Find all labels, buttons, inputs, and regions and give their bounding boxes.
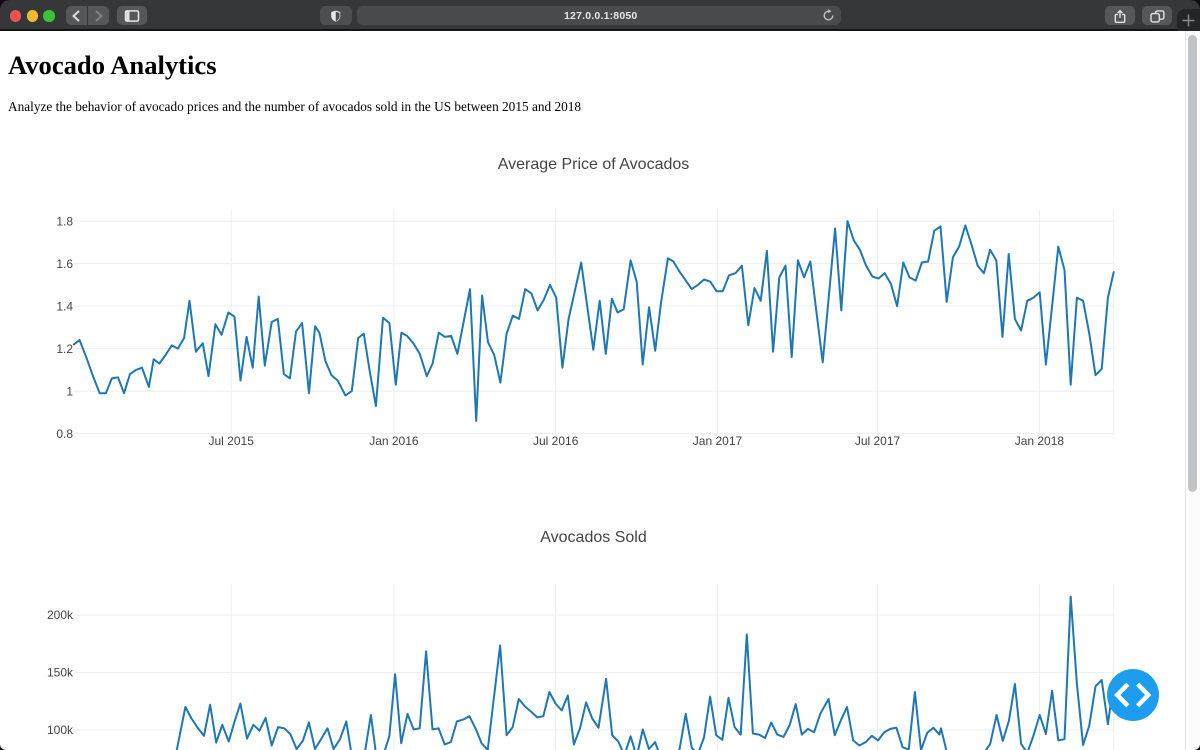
svg-text:1.8: 1.8 — [56, 214, 73, 228]
svg-text:Avocados Sold: Avocados Sold — [540, 529, 646, 546]
svg-text:150k: 150k — [47, 666, 74, 680]
svg-text:1.2: 1.2 — [56, 342, 73, 356]
svg-text:Average Price of Avocados: Average Price of Avocados — [498, 156, 690, 173]
svg-text:Jul 2017: Jul 2017 — [855, 434, 901, 448]
svg-text:Jul 2016: Jul 2016 — [533, 434, 579, 448]
svg-text:0.8: 0.8 — [56, 427, 73, 441]
svg-text:1.4: 1.4 — [56, 299, 73, 313]
svg-text:Jan 2017: Jan 2017 — [693, 434, 743, 448]
svg-text:Jul 2015: Jul 2015 — [209, 434, 255, 448]
svg-text:200k: 200k — [47, 608, 74, 622]
svg-text:Jan 2018: Jan 2018 — [1015, 434, 1065, 448]
svg-text:100k: 100k — [47, 723, 74, 737]
svg-text:1.6: 1.6 — [56, 257, 73, 271]
svg-text:1: 1 — [66, 384, 73, 398]
svg-text:Jan 2016: Jan 2016 — [369, 434, 419, 448]
